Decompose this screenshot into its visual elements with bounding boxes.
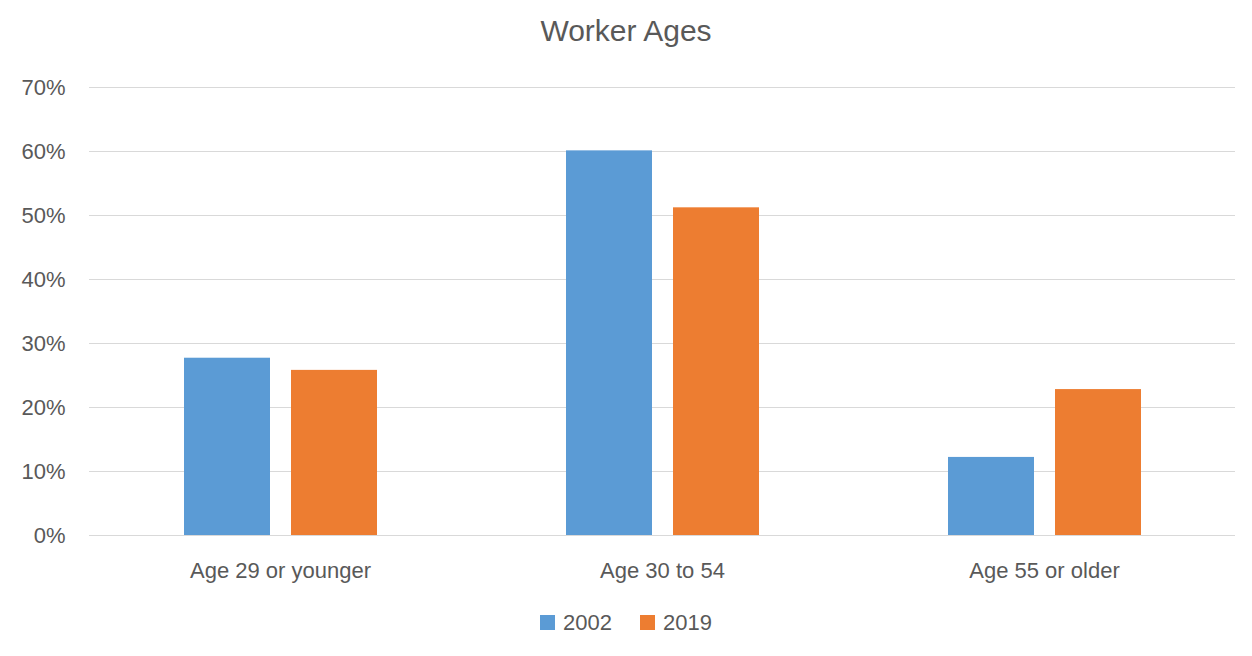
html-text:2019: 2019 [663,609,712,635]
html-text:Worker Ages: Worker Ages [540,14,712,47]
svg-text:Age 55 or older: Age 55 or older [969,558,1119,583]
svg-text:60%: 60% [21,139,65,164]
svg-text:50%: 50% [21,203,65,228]
svg-text:30%: 30% [21,331,65,356]
svg-text:Age 29 or younger: Age 29 or younger [190,558,371,583]
svg-text:0%: 0% [34,523,66,548]
svg-text:70%: 70% [21,75,65,100]
html-text:2002: 2002 [563,609,612,635]
svg-text:Age 30 to 54: Age 30 to 54 [600,558,725,583]
svg-text:40%: 40% [21,267,65,292]
svg-text:20%: 20% [21,395,65,420]
svg-text:10%: 10% [21,459,65,484]
